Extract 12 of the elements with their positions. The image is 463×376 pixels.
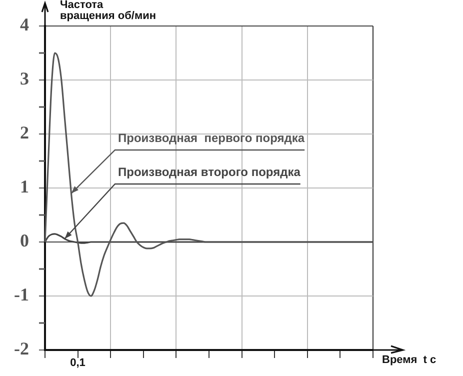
x-axis-title: Время t c (382, 354, 436, 366)
y-tick-label: 4 (20, 14, 29, 35)
y-tick-label: -1 (14, 284, 29, 305)
y-tick-label: 2 (20, 122, 29, 143)
y-axis-title: Частота вращения об/мин (60, 0, 156, 22)
text: Производная первого порядка (118, 131, 305, 145)
text: 0,1 (70, 357, 86, 369)
y-tick-label: 3 (20, 68, 29, 89)
text: Производная второго порядка (118, 165, 301, 179)
y-tick-label: 1 (20, 176, 29, 197)
y-tick-label: 0 (20, 230, 29, 251)
y-tick-label: -2 (14, 338, 29, 359)
